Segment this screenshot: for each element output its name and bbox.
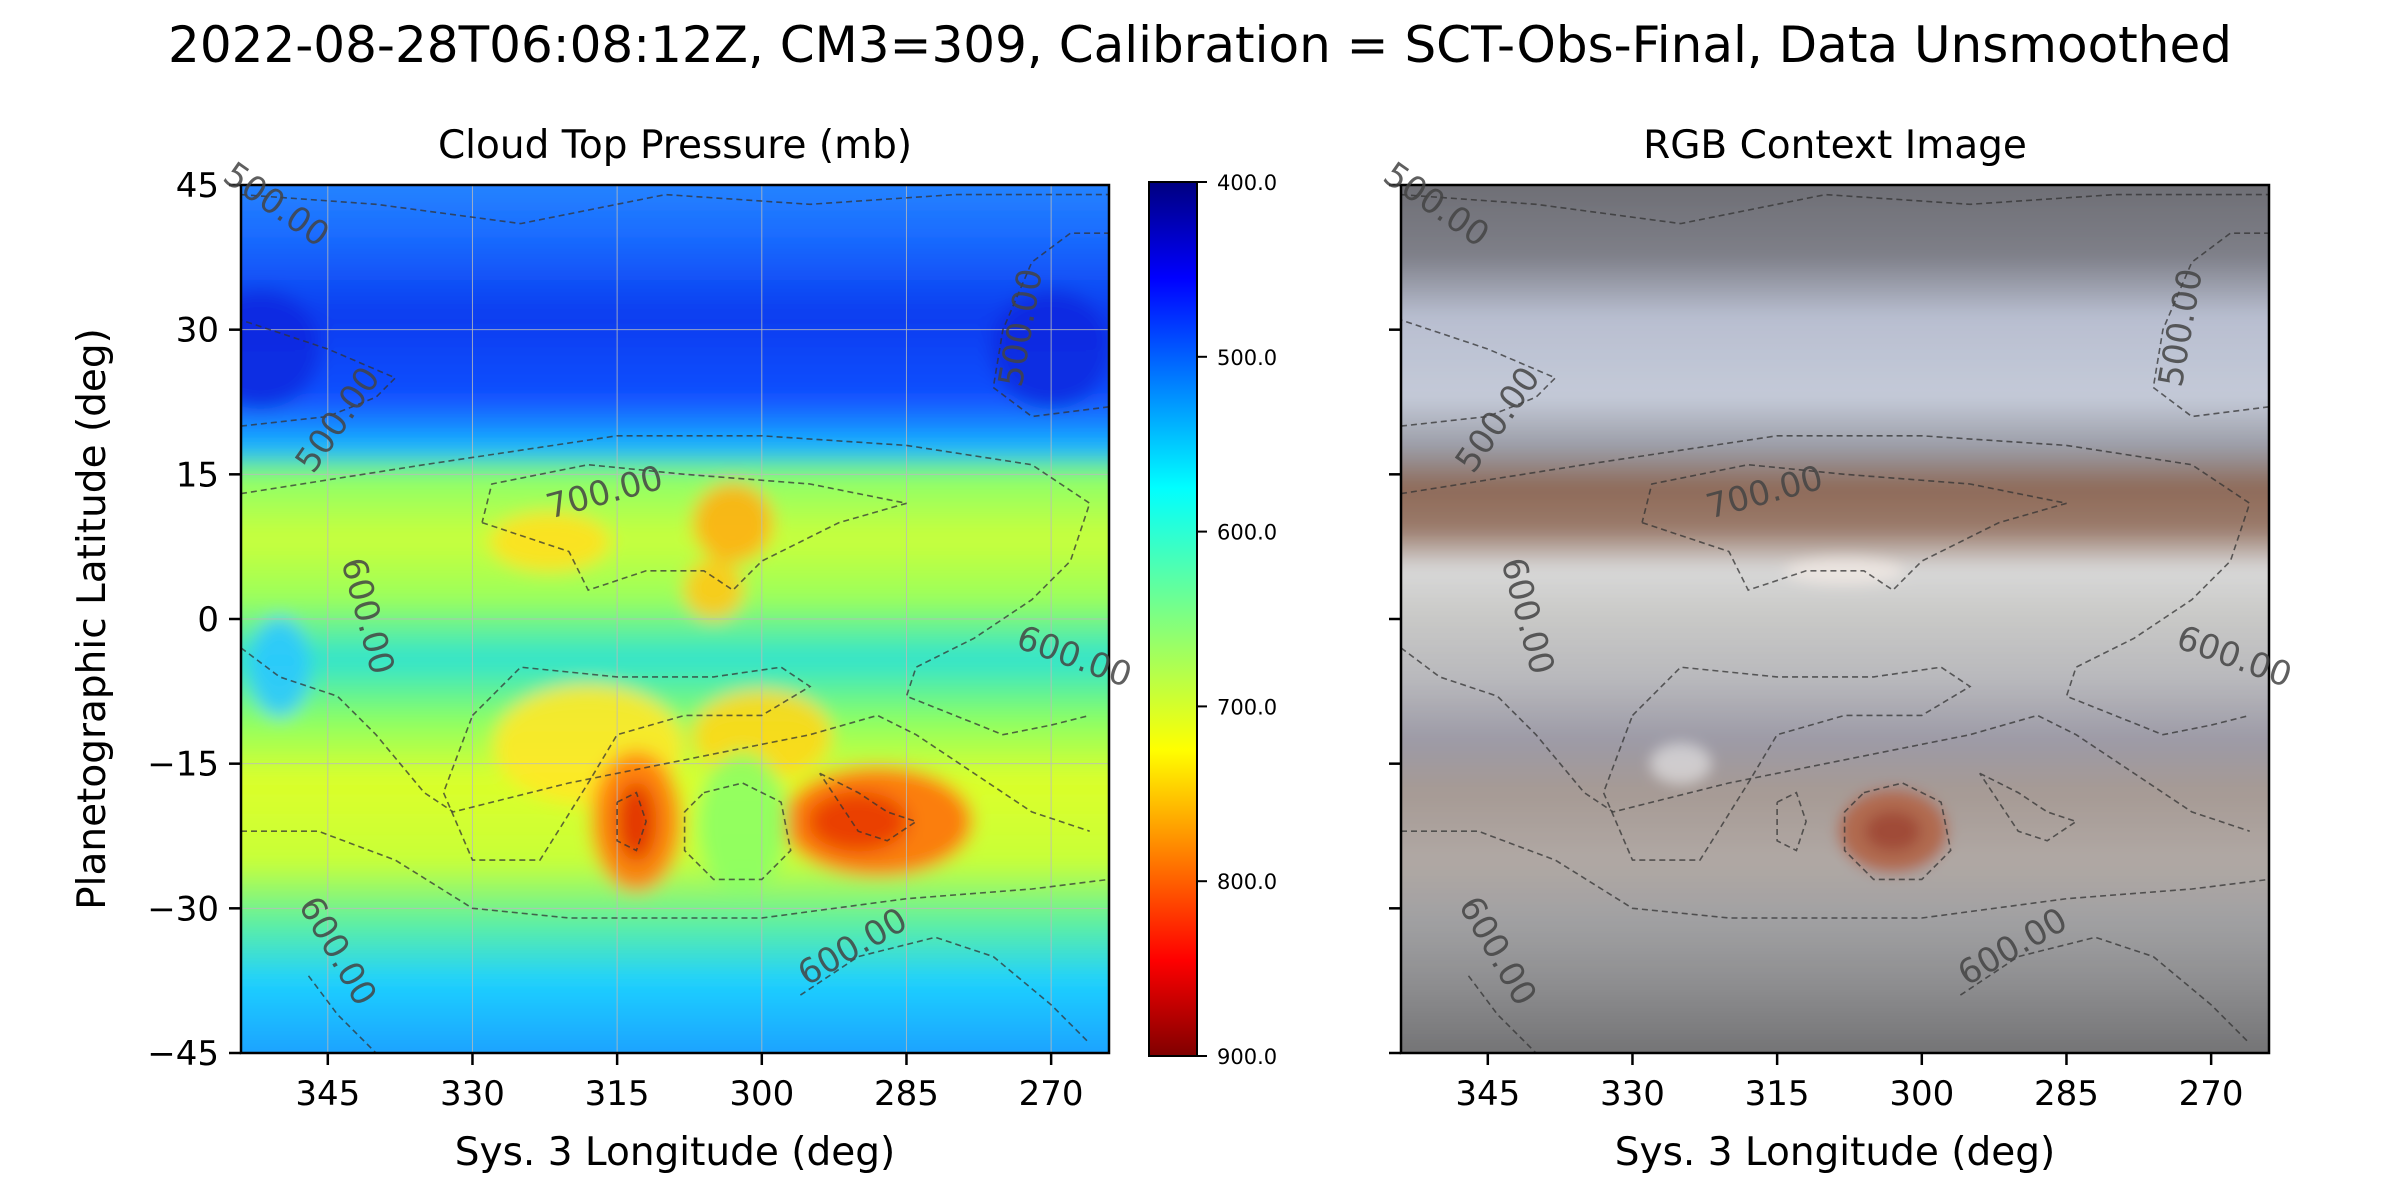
y-ticks: 45 30 15 0 −15 −30 −45 xyxy=(147,166,241,1074)
left-title: Cloud Top Pressure (mb) xyxy=(438,123,912,168)
y-tick-label: 0 xyxy=(197,600,219,640)
pressure-blob xyxy=(241,288,321,409)
contour-lines xyxy=(1401,193,2269,1053)
y-ticks xyxy=(1389,183,1401,1055)
colorbar: 400.0 500.0 600.0 700.0 800.0 900.0 xyxy=(1148,171,1277,1069)
left-x-axis-label: Sys. 3 Longitude (deg) xyxy=(455,1130,895,1175)
contour-line xyxy=(1979,772,2078,842)
y-tick-label: −30 xyxy=(147,889,219,929)
y-axis-label: Planetographic Latitude (deg) xyxy=(70,328,115,910)
right-title: RGB Context Image xyxy=(1643,123,2027,168)
figure-suptitle: 2022-08-28T06:08:12Z, CM3=309, Calibrati… xyxy=(168,16,2232,74)
y-tick-label: −15 xyxy=(147,745,219,785)
contour-line xyxy=(819,772,918,842)
contour-line xyxy=(241,435,1091,736)
colorbar-tick-label: 400.0 xyxy=(1217,171,1277,195)
x-tick-label: 285 xyxy=(2034,1074,2099,1114)
x-tick-label: 330 xyxy=(440,1074,505,1114)
contour-line xyxy=(1602,666,1972,861)
y-tick-label: 45 xyxy=(176,166,219,206)
contour-line xyxy=(1401,830,2269,919)
pressure-blob xyxy=(991,288,1109,409)
x-tick-label: 285 xyxy=(874,1074,939,1114)
x-tick-label: 315 xyxy=(1745,1074,1810,1114)
white-turbulence xyxy=(1650,743,1711,784)
x-tick-label: 330 xyxy=(1600,1074,1665,1114)
rgb-bands xyxy=(1401,185,2269,1053)
contour-line xyxy=(1401,435,2251,736)
latitude-band xyxy=(1401,185,2269,1053)
contour-lines xyxy=(241,193,1109,1053)
contour-line xyxy=(683,782,792,881)
contour-line xyxy=(2152,232,2269,418)
pressure-blob xyxy=(616,781,657,862)
contour-line xyxy=(241,830,1109,919)
right-panel: RGB Context Image 345 330 315 300 285 270 500… xyxy=(1376,123,2297,1175)
pressure-heatmap xyxy=(241,185,1109,1053)
colorbar-tick-label: 500.0 xyxy=(1217,346,1277,370)
pressure-blob xyxy=(249,617,310,718)
colorbar-gradient xyxy=(1148,181,1198,1057)
contour-line xyxy=(616,791,647,852)
x-tick-label: 270 xyxy=(2179,1074,2244,1114)
x-tick-label: 300 xyxy=(1889,1074,1954,1114)
pressure-blob xyxy=(697,751,788,892)
x-tick-label: 315 xyxy=(585,1074,650,1114)
colorbar-tick-label: 600.0 xyxy=(1217,521,1277,545)
y-tick-label: 30 xyxy=(176,311,219,351)
contour-line xyxy=(1843,782,1952,881)
rgb-context-image xyxy=(1401,185,2269,1053)
contour-line xyxy=(1467,975,1537,1053)
contour-line xyxy=(1776,791,1807,852)
pressure-blob xyxy=(692,482,773,563)
x-tick-label: 345 xyxy=(1455,1074,1520,1114)
contour-line xyxy=(1959,936,2251,1044)
contour-line xyxy=(241,193,1109,225)
x-ticks: 345 330 315 300 285 270 xyxy=(1455,1053,2244,1114)
colorbar-ticks: 400.0 500.0 600.0 700.0 800.0 900.0 xyxy=(1197,171,1277,1069)
contour-line xyxy=(241,647,1090,832)
x-tick-label: 300 xyxy=(729,1074,794,1114)
right-x-axis-label: Sys. 3 Longitude (deg) xyxy=(1615,1130,2055,1175)
contour-line xyxy=(1401,319,1557,427)
contour-line xyxy=(1641,463,2067,592)
contour-line xyxy=(799,936,1091,1044)
contour-line xyxy=(307,975,377,1053)
pressure-blob xyxy=(683,560,744,621)
contour-line xyxy=(1401,647,2250,832)
x-ticks: 345 330 315 300 285 270 xyxy=(295,1053,1084,1114)
y-tick-label: 15 xyxy=(176,455,219,495)
contour-line xyxy=(992,232,1109,418)
y-tick-label: −45 xyxy=(147,1034,219,1074)
colorbar-tick-label: 800.0 xyxy=(1217,870,1277,894)
pressure-blob xyxy=(808,791,909,852)
left-panel: Cloud Top Pressure (mb) 45 30 15 0 −15 −30 −45… xyxy=(70,123,1137,1175)
contour-line xyxy=(241,319,397,427)
contour-line xyxy=(481,463,907,592)
great-red-spot-core xyxy=(1864,811,1921,852)
contour-line xyxy=(442,666,812,861)
pressure-blob xyxy=(489,511,610,572)
contour-line xyxy=(1401,193,2269,225)
x-tick-label: 345 xyxy=(295,1074,360,1114)
colorbar-tick-label: 700.0 xyxy=(1217,695,1277,719)
x-tick-label: 270 xyxy=(1019,1074,1084,1114)
colorbar-tick-label: 900.0 xyxy=(1217,1045,1277,1069)
